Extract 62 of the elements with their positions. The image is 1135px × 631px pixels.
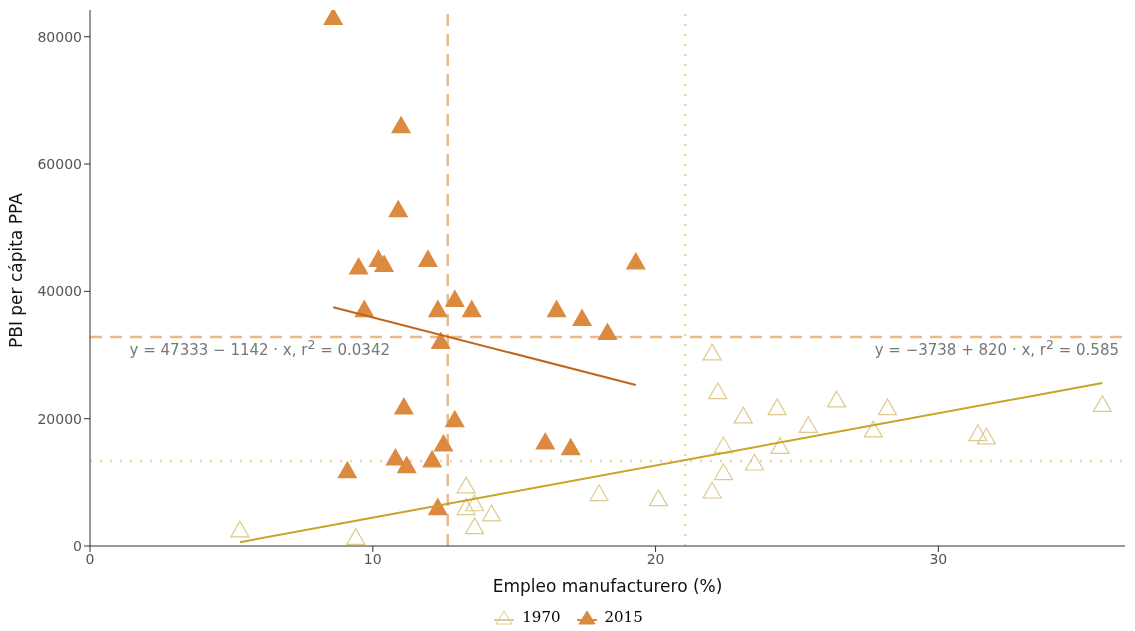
annotation: y = −3738 + 820 · x, r$^{2}$ = 0.585 xyxy=(874,336,1119,359)
x-axis-title: Empleo manufacturero (%) xyxy=(492,576,723,596)
y-tick-label: 20000 xyxy=(37,410,82,427)
point xyxy=(1092,395,1112,413)
point xyxy=(323,10,343,25)
point xyxy=(433,434,454,452)
point xyxy=(877,398,898,416)
point xyxy=(767,398,787,416)
point xyxy=(561,438,581,456)
point xyxy=(385,448,406,466)
x-tick-label: 0 xyxy=(85,550,95,567)
point xyxy=(394,397,414,415)
point xyxy=(535,432,555,450)
point xyxy=(388,200,408,218)
point xyxy=(572,309,592,327)
point xyxy=(626,252,646,270)
point xyxy=(374,255,394,272)
point xyxy=(589,484,609,502)
point xyxy=(863,420,883,438)
point xyxy=(597,323,618,341)
annotation: y = 47333 − 1142 · x, r$^{2}$ = 0.0342 xyxy=(129,336,390,359)
point xyxy=(428,300,448,318)
y-axis-title: PBI per cápita PPA xyxy=(6,192,27,348)
y-tick-label: 60000 xyxy=(37,156,82,173)
point xyxy=(445,410,465,428)
x-tick-label: 20 xyxy=(646,550,665,567)
legend-label: 1970 xyxy=(522,608,561,626)
point xyxy=(230,520,250,538)
point xyxy=(547,300,567,318)
point xyxy=(431,332,451,350)
point xyxy=(770,437,790,455)
y-tick-label: 40000 xyxy=(37,283,82,300)
point xyxy=(744,453,765,471)
point xyxy=(702,343,722,361)
point xyxy=(422,450,442,468)
point xyxy=(391,116,411,134)
point xyxy=(702,481,722,499)
point xyxy=(464,494,485,512)
point xyxy=(648,489,668,507)
y-tick-label: 0 xyxy=(73,537,82,554)
point xyxy=(798,416,818,434)
point xyxy=(462,300,482,318)
x-tick-label: 10 xyxy=(363,550,382,567)
point xyxy=(968,424,988,442)
y-tick-label: 80000 xyxy=(37,28,82,45)
point xyxy=(445,290,465,307)
point xyxy=(456,498,476,516)
point xyxy=(346,528,366,546)
point xyxy=(464,517,485,535)
point xyxy=(713,463,734,481)
point xyxy=(418,249,438,267)
point xyxy=(456,476,476,494)
point xyxy=(976,427,997,445)
legend-label: 2015 xyxy=(604,608,643,626)
point xyxy=(349,257,369,275)
point xyxy=(733,406,753,424)
point xyxy=(337,461,357,479)
point xyxy=(708,382,728,400)
point xyxy=(481,504,502,522)
x-tick-label: 30 xyxy=(929,550,948,567)
point xyxy=(397,456,417,474)
point xyxy=(826,390,847,408)
